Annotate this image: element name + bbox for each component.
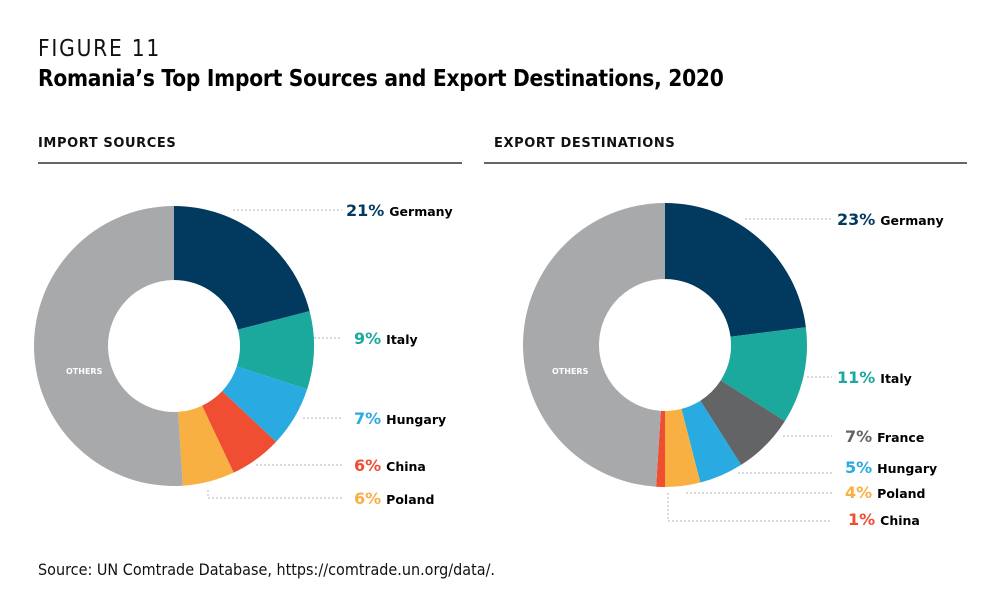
import-slice-germany bbox=[174, 206, 310, 330]
pct-value: 7% bbox=[845, 427, 872, 446]
pct-value: 7% bbox=[354, 409, 381, 428]
country-name: Germany bbox=[389, 204, 452, 219]
import-slice-hungary bbox=[222, 366, 308, 442]
import-slice-poland bbox=[178, 405, 234, 486]
pct-value: 4% bbox=[845, 483, 872, 502]
import-panel-rule bbox=[38, 162, 462, 164]
country-name: Poland bbox=[386, 492, 434, 507]
export-slice-italy bbox=[720, 327, 808, 422]
export-slice-poland bbox=[665, 408, 701, 487]
country-name: China bbox=[386, 459, 426, 474]
import-leader-poland bbox=[207, 490, 342, 499]
country-name: Germany bbox=[880, 213, 943, 228]
export-label-poland: 4% Poland bbox=[845, 483, 926, 502]
pct-value: 21% bbox=[346, 201, 384, 220]
import-slice-italy bbox=[236, 311, 314, 390]
country-name: China bbox=[880, 513, 920, 528]
import-panel-title: IMPORT SOURCES bbox=[38, 136, 177, 151]
export-label-italy: 11% Italy bbox=[837, 368, 912, 387]
import-slice-others bbox=[34, 206, 183, 486]
import-label-germany: 21% Germany bbox=[346, 201, 453, 220]
country-name: France bbox=[877, 430, 924, 445]
export-leader-china bbox=[667, 493, 832, 522]
country-name: Hungary bbox=[386, 412, 446, 427]
pct-value: 6% bbox=[354, 456, 381, 475]
pct-value: 23% bbox=[837, 210, 875, 229]
source-note: Source: UN Comtrade Database, https://co… bbox=[38, 560, 496, 579]
export-label-hungary: 5% Hungary bbox=[845, 458, 937, 477]
import-label-hungary: 7% Hungary bbox=[354, 409, 446, 428]
export-label-france: 7% France bbox=[845, 427, 924, 446]
import-label-china: 6% China bbox=[354, 456, 426, 475]
export-slice-others bbox=[523, 203, 665, 487]
country-name: Italy bbox=[386, 332, 418, 347]
export-slice-germany bbox=[665, 203, 806, 337]
import-others-label: OTHERS bbox=[66, 367, 103, 376]
pct-value: 5% bbox=[845, 458, 872, 477]
country-name: Hungary bbox=[877, 461, 937, 476]
pct-value: 11% bbox=[837, 368, 875, 387]
country-name: Italy bbox=[880, 371, 912, 386]
pct-value: 9% bbox=[354, 329, 381, 348]
export-panel-title: EXPORT DESTINATIONS bbox=[494, 136, 676, 151]
country-name: Poland bbox=[877, 486, 925, 501]
import-label-italy: 9% Italy bbox=[354, 329, 418, 348]
export-label-germany: 23% Germany bbox=[837, 210, 944, 229]
export-others-label: OTHERS bbox=[552, 367, 589, 376]
export-slice-china bbox=[656, 410, 665, 487]
figure-title: Romania’s Top Import Sources and Export … bbox=[38, 66, 724, 92]
import-label-poland: 6% Poland bbox=[354, 489, 435, 508]
export-label-china: 1% China bbox=[848, 510, 920, 529]
export-slice-france bbox=[700, 380, 785, 465]
export-panel-rule bbox=[484, 162, 967, 164]
import-slice-china bbox=[202, 391, 277, 473]
figure-label: FIGURE 11 bbox=[38, 36, 161, 62]
export-slice-hungary bbox=[681, 400, 742, 483]
pct-value: 1% bbox=[848, 510, 875, 529]
pct-value: 6% bbox=[354, 489, 381, 508]
